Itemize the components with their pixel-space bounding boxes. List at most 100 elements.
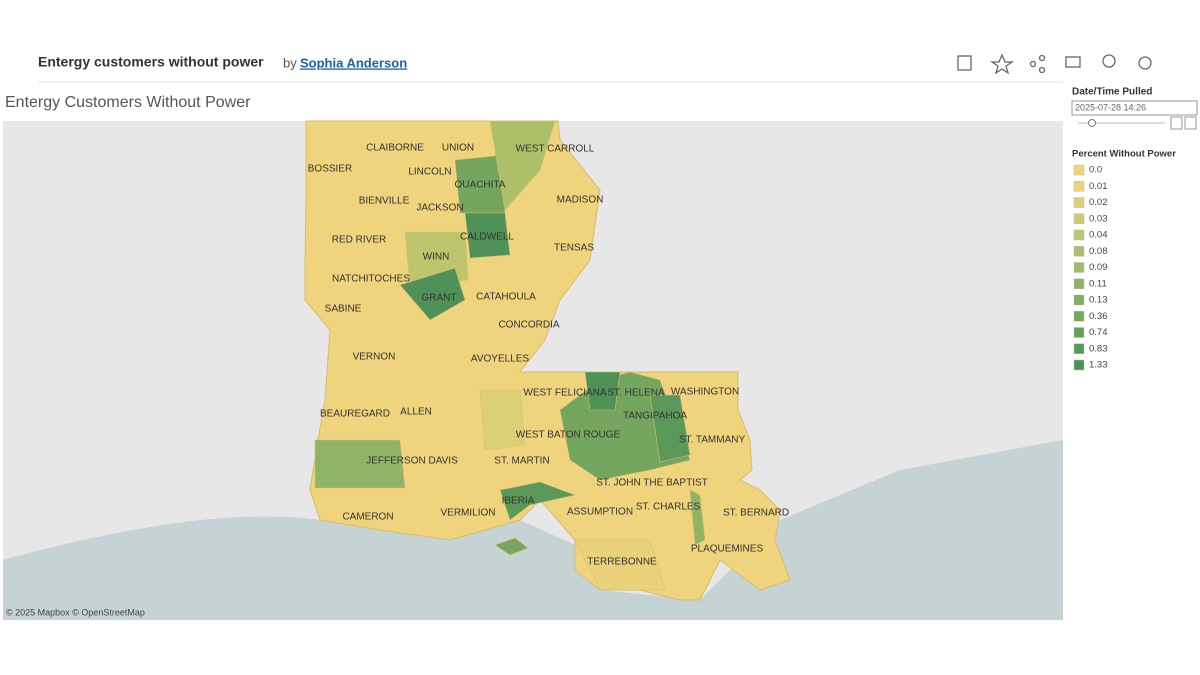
dashboard-title: Entergy customers without power <box>38 54 264 70</box>
parish-label: ST. JOHN THE BAPTIST <box>596 478 708 489</box>
legend-label: 0.02 <box>1089 197 1108 208</box>
parish-label: ALLEN <box>400 407 432 418</box>
parish-label: LINCOLN <box>408 167 451 178</box>
parish-label: WEST BATON ROUGE <box>516 430 621 441</box>
legend-swatch <box>1073 262 1085 273</box>
parish-label: ST. BERNARD <box>723 508 789 519</box>
parish-shape <box>649 394 691 463</box>
attribution: © 2025 Mapbox © OpenStreetMap <box>6 607 145 617</box>
legend: 0.0 0.01 0.02 0.03 0.04 0.08 0.09 0.11 0.13 0.36 0… <box>1073 164 1108 371</box>
parish-label: IBERIA <box>502 496 535 507</box>
metrics-icon[interactable] <box>1102 54 1116 68</box>
legend-label: 1.33 <box>1089 360 1108 371</box>
parish-label: TERREBONNE <box>587 557 657 568</box>
parish-shape <box>584 371 621 411</box>
parish-label: JACKSON <box>416 203 463 214</box>
parish-label: AVOYELLES <box>471 354 530 365</box>
edit-icon[interactable] <box>957 55 972 71</box>
legend-swatch <box>1073 164 1085 176</box>
favorite-icon[interactable] <box>989 53 1015 75</box>
parish-label: ASSUMPTION <box>567 507 633 518</box>
parish-shape <box>494 537 529 556</box>
legend-label: 0.09 <box>1089 262 1108 273</box>
parish-shape <box>314 439 406 489</box>
legend-swatch <box>1073 343 1085 354</box>
parish-shape <box>464 212 511 259</box>
parish-shape <box>489 120 556 211</box>
present-icon[interactable] <box>1065 56 1081 68</box>
parish-label: ST. TAMMANY <box>679 435 746 446</box>
parish-label: MADISON <box>557 195 604 206</box>
parish-label: SABINE <box>325 304 362 315</box>
parish-shape <box>479 389 526 451</box>
parish-label: RED RIVER <box>332 235 386 246</box>
parish-label: BIENVILLE <box>359 196 410 207</box>
legend-label: 0.08 <box>1089 246 1108 257</box>
parish-label: WEST FELICIANA <box>523 388 606 399</box>
filter-label: Date/Time Pulled <box>1072 87 1152 98</box>
parish-label: VERNON <box>353 352 396 363</box>
gulf <box>3 440 1063 620</box>
legend-swatch <box>1073 294 1085 306</box>
filter-box[interactable] <box>1071 100 1198 116</box>
parish-label: PLAQUEMINES <box>691 544 764 555</box>
map: BOSSIER CLAIBORNE UNION WEST CARROLL LINCOLN… <box>3 120 1063 620</box>
parish-label: ST. CHARLES <box>636 502 701 513</box>
settings-icon[interactable] <box>1138 56 1152 70</box>
legend-label: 0.01 <box>1089 181 1108 192</box>
next-button[interactable] <box>1184 116 1197 130</box>
parish-label: TENSAS <box>554 243 594 254</box>
parish-label: WASHINGTON <box>671 387 739 398</box>
parish-label: WINN <box>423 252 450 263</box>
legend-label: 0.04 <box>1089 230 1108 241</box>
legend-swatch <box>1073 359 1085 371</box>
toolbar <box>957 53 1152 75</box>
legend-label: 0.03 <box>1089 213 1108 224</box>
slider-thumb[interactable] <box>1088 119 1096 127</box>
parish-label: BOSSIER <box>308 164 352 175</box>
parish-shape <box>574 539 666 591</box>
legend-label: 0.83 <box>1089 343 1108 354</box>
legend-swatch <box>1073 246 1085 257</box>
parish-shape <box>399 267 466 321</box>
legend-swatch <box>1073 311 1085 322</box>
prev-button[interactable] <box>1170 116 1183 130</box>
parish-shape <box>689 489 706 546</box>
parish-label: CATAHOULA <box>476 292 536 303</box>
legend-label: 0.13 <box>1089 295 1108 306</box>
legend-label: 0.74 <box>1089 327 1108 338</box>
parish-shapes <box>314 120 706 591</box>
parish-label: BEAUREGARD <box>320 409 390 420</box>
parish-label: ST. HELENA <box>607 388 665 399</box>
legend-swatch <box>1073 197 1085 208</box>
parish-label: CALDWELL <box>460 232 514 243</box>
parish-label: NATCHITOCHES <box>332 274 410 285</box>
by-text: by <box>283 55 297 70</box>
share-icon[interactable] <box>1029 54 1046 74</box>
legend-label: 0.0 <box>1089 165 1102 176</box>
legend-swatch <box>1073 229 1085 241</box>
parish-label: CAMERON <box>342 512 393 523</box>
filter-value: 2025-07-28 14:26 <box>1075 102 1146 112</box>
parish-label: OUACHITA <box>455 180 506 191</box>
legend-swatch <box>1073 327 1085 338</box>
parish-labels: BOSSIER CLAIBORNE UNION WEST CARROLL LINCOLN… <box>308 143 789 568</box>
legend-label: 0.36 <box>1089 311 1108 322</box>
viz-title: Entergy Customers Without Power <box>5 94 251 111</box>
parish-label: ST. MARTIN <box>494 456 549 467</box>
parish-label: GRANT <box>422 293 457 304</box>
legend-title: Percent Without Power <box>1072 149 1176 160</box>
legend-swatch <box>1073 278 1085 289</box>
parish-label: VERMILION <box>440 508 495 519</box>
parish-label: CONCORDIA <box>498 320 559 331</box>
parish-label: TANGIPAHOA <box>623 411 687 422</box>
parish-label: WEST CARROLL <box>516 144 595 155</box>
legend-swatch <box>1073 181 1085 192</box>
legend-label: 0.11 <box>1089 278 1107 289</box>
parish-label: JEFFERSON DAVIS <box>366 456 458 467</box>
legend-swatch <box>1073 213 1085 224</box>
author-link[interactable]: Sophia Anderson <box>300 55 407 70</box>
parish-label: CLAIBORNE <box>366 143 424 154</box>
